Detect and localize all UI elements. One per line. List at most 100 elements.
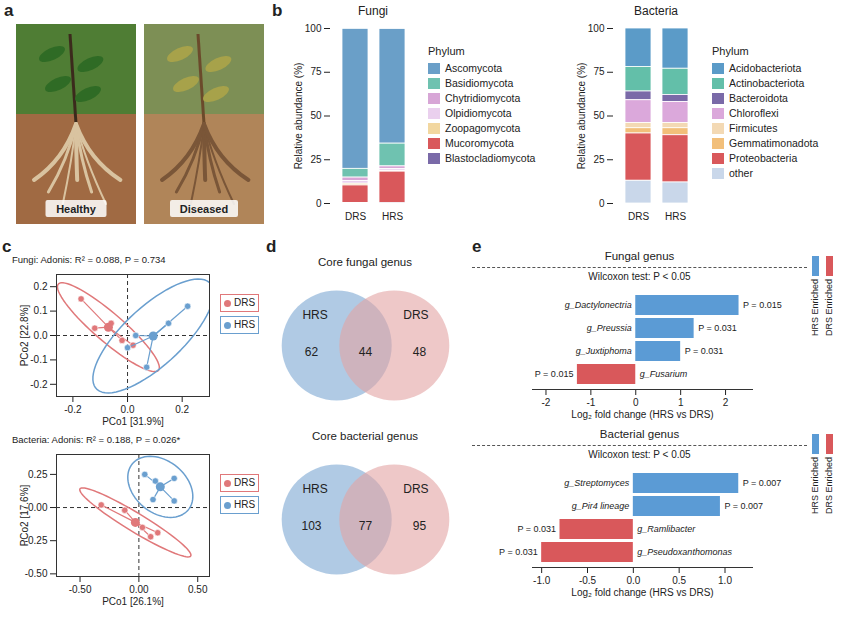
svg-text:P = 0.031: P = 0.031 (685, 346, 724, 356)
svg-text:44: 44 (359, 345, 373, 359)
svg-text:HRS: HRS (302, 482, 327, 496)
svg-text:-2: -2 (542, 397, 551, 408)
html-text:Gemmatimonadota: Gemmatimonadota (729, 137, 819, 149)
svg-text:0.2: 0.2 (34, 281, 48, 292)
svg-text:2: 2 (723, 397, 729, 408)
svg-text:95: 95 (413, 519, 427, 533)
html-text:Zoopagomycota: Zoopagomycota (445, 122, 521, 134)
html-text:Actinobacteriota: Actinobacteriota (729, 77, 805, 89)
svg-text:-0.2: -0.2 (64, 404, 82, 415)
html-text:Proteobacteria: Proteobacteria (729, 152, 798, 164)
html-text:Fungi: Fungi (358, 4, 388, 18)
html-text:Olpidiomycota: Olpidiomycota (445, 107, 512, 119)
svg-text:Relative abundance (%): Relative abundance (%) (293, 63, 304, 170)
svg-text:DRS: DRS (403, 308, 428, 322)
svg-text:25: 25 (310, 154, 322, 165)
svg-text:P = 0.007: P = 0.007 (724, 501, 763, 511)
html-text:Firmicutes: Firmicutes (729, 122, 778, 134)
svg-text:P = 0.007: P = 0.007 (743, 478, 782, 488)
svg-text:P = 0.031: P = 0.031 (517, 524, 556, 534)
svg-text:Diseased: Diseased (180, 203, 228, 215)
svg-text:0.0: 0.0 (626, 575, 640, 586)
svg-text:P = 0.031: P = 0.031 (698, 323, 737, 333)
svg-text:25: 25 (593, 154, 605, 165)
svg-text:0.00: 0.00 (28, 502, 48, 513)
svg-text:P = 0.031: P = 0.031 (499, 547, 538, 557)
svg-text:HRS: HRS (665, 211, 686, 222)
html-text:Mucoromycota: Mucoromycota (445, 137, 514, 149)
html-text:Basidiomycota: Basidiomycota (445, 77, 514, 89)
svg-text:-1: -1 (586, 397, 595, 408)
svg-text:-1.0: -1.0 (533, 575, 551, 586)
svg-text:-0.25: -0.25 (24, 534, 48, 546)
svg-text:g_Streptomyces: g_Streptomyces (564, 478, 630, 488)
html-text:Core bacterial genus: Core bacterial genus (311, 430, 419, 442)
svg-text:77: 77 (359, 519, 373, 533)
svg-text:PCo2 [17.6%]: PCo2 [17.6%] (19, 484, 30, 546)
html-text:Chloroflexi: Chloroflexi (729, 107, 779, 119)
svg-text:g_Fusarium: g_Fusarium (640, 369, 688, 379)
html-text:Fungi: Adonis: R² = 0.088, P =: Fungi: Adonis: R² = 0.088, P = 0.734 (12, 254, 166, 265)
html-text:other: other (729, 167, 753, 179)
svg-text:HRS: HRS (382, 211, 403, 222)
svg-text:0.00: 0.00 (129, 584, 149, 595)
svg-text:Healthy: Healthy (56, 203, 97, 215)
svg-text:0: 0 (599, 198, 605, 209)
html-text:Bacteroidota: Bacteroidota (729, 92, 788, 104)
svg-text:75: 75 (593, 66, 605, 77)
svg-text:g_Ramlibacter: g_Ramlibacter (637, 524, 696, 534)
svg-text:0: 0 (316, 198, 322, 209)
svg-text:1.0: 1.0 (718, 575, 732, 586)
svg-text:103: 103 (301, 519, 321, 533)
html-text:Bacterial genus: Bacterial genus (599, 428, 680, 440)
svg-text:1: 1 (678, 397, 684, 408)
svg-text:PCo1 [26.1%]: PCo1 [26.1%] (102, 596, 164, 607)
html-text:Ascomycota: Ascomycota (445, 62, 503, 74)
svg-text:0.25: 0.25 (28, 469, 48, 480)
html-text:Bacteria: Bacteria (634, 4, 678, 18)
svg-text:50: 50 (593, 110, 605, 121)
svg-text:100: 100 (588, 23, 605, 34)
svg-text:P = 0.015: P = 0.015 (743, 300, 782, 310)
svg-text:0.0: 0.0 (121, 404, 135, 415)
html-text:Phylum: Phylum (428, 45, 465, 57)
html-text:Acidobacteriota: Acidobacteriota (729, 62, 802, 74)
html-text:b: b (272, 1, 283, 20)
svg-text:g_Pseudoxanthomonas: g_Pseudoxanthomonas (637, 547, 732, 557)
svg-text:P = 0.015: P = 0.015 (535, 369, 574, 379)
svg-text:g_Juxtiphoma: g_Juxtiphoma (576, 346, 632, 356)
svg-text:g_Preussia: g_Preussia (587, 323, 632, 333)
html-text:Blastocladiomycota: Blastocladiomycota (445, 152, 536, 164)
svg-text:100: 100 (305, 23, 322, 34)
svg-text:-0.2: -0.2 (30, 379, 48, 390)
html-text:Fungal genus: Fungal genus (604, 250, 675, 262)
svg-text:DRS: DRS (628, 211, 649, 222)
svg-text:-0.50: -0.50 (25, 568, 48, 579)
html-text:Phylum: Phylum (712, 45, 749, 57)
svg-text:0.50: 0.50 (188, 584, 208, 595)
svg-text:-0.1: -0.1 (30, 354, 48, 365)
svg-text:HRS: HRS (302, 308, 327, 322)
svg-text:0.1: 0.1 (34, 305, 48, 316)
svg-text:48: 48 (413, 345, 427, 359)
svg-text:g_Dactylonectria: g_Dactylonectria (565, 300, 632, 310)
svg-text:0: 0 (633, 397, 639, 408)
svg-text:62: 62 (305, 345, 319, 359)
svg-text:DRS: DRS (403, 482, 428, 496)
html-text:Core fungal genus: Core fungal genus (318, 256, 412, 268)
svg-text:Log₂ fold change (HRS vs DRS): Log₂ fold change (HRS vs DRS) (571, 587, 713, 598)
svg-text:PCo2 [22.8%]: PCo2 [22.8%] (19, 304, 30, 366)
html-text:Chytridiomycota: Chytridiomycota (445, 92, 521, 104)
svg-text:-0.50: -0.50 (69, 584, 92, 595)
svg-text:0.2: 0.2 (175, 404, 189, 415)
svg-text:-0.5: -0.5 (579, 575, 597, 586)
svg-text:Relative abundance (%): Relative abundance (%) (576, 63, 587, 170)
svg-text:75: 75 (310, 66, 322, 77)
svg-text:PCo1 [31.9%]: PCo1 [31.9%] (102, 416, 164, 427)
svg-text:g_Pir4 lineage: g_Pir4 lineage (572, 501, 630, 511)
svg-text:DRS: DRS (345, 211, 366, 222)
svg-text:0.0: 0.0 (34, 330, 48, 341)
svg-text:0.5: 0.5 (672, 575, 686, 586)
svg-text:50: 50 (310, 110, 322, 121)
svg-text:Log₂ fold change (HRS vs DRS): Log₂ fold change (HRS vs DRS) (571, 409, 713, 420)
